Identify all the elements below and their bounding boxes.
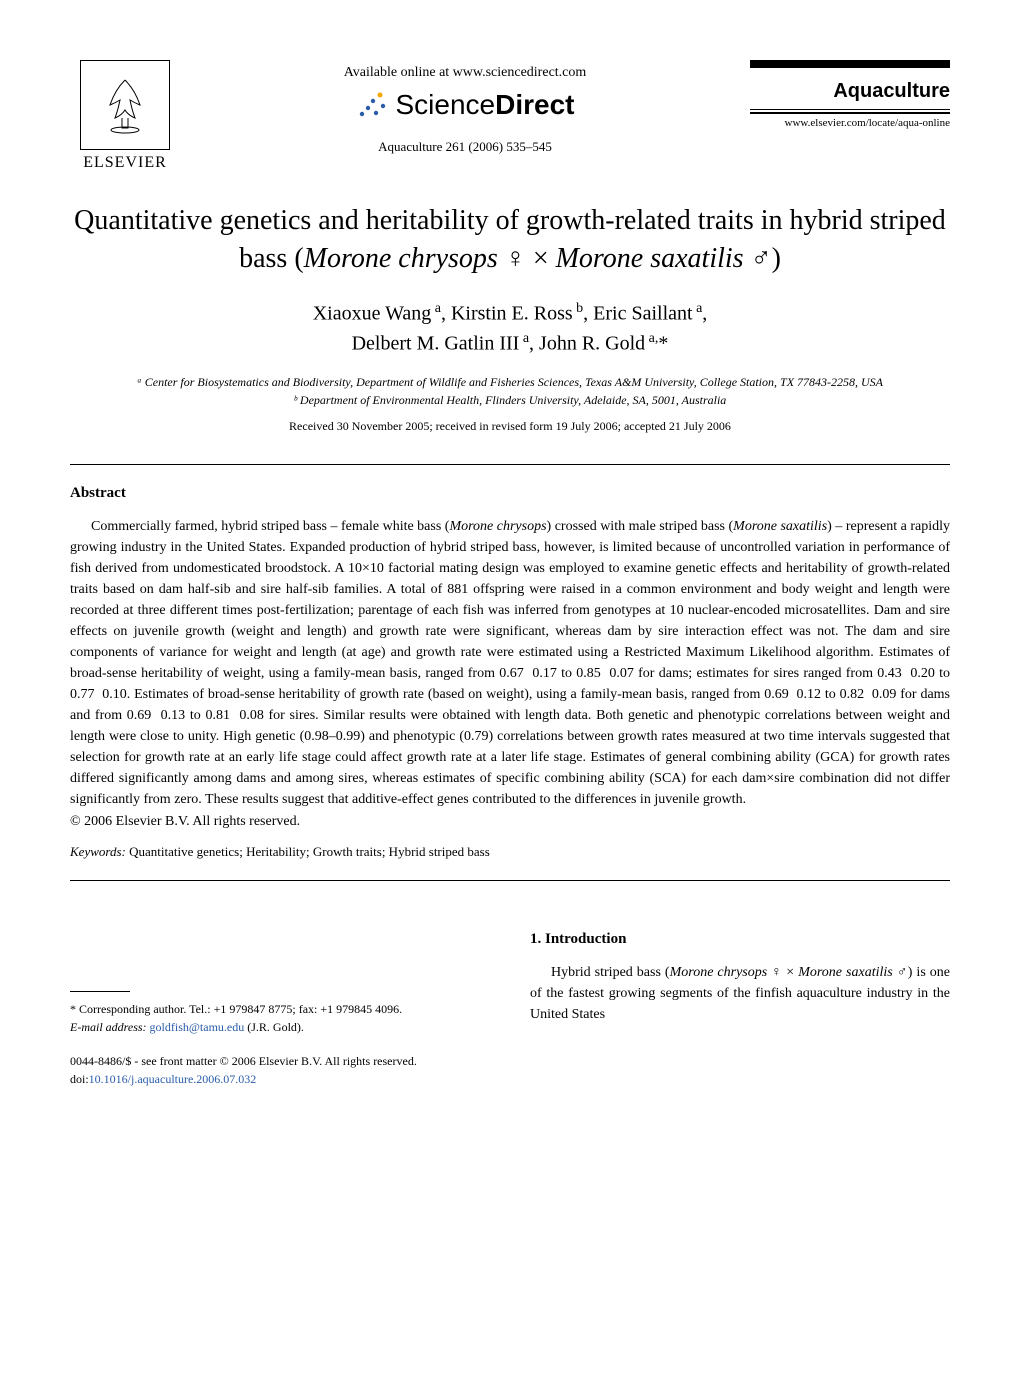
abstract-body: Commercially farmed, hybrid striped bass… bbox=[70, 516, 950, 810]
sd-direct: Direct bbox=[495, 89, 574, 120]
keywords-values: Quantitative genetics; Heritability; Gro… bbox=[126, 844, 490, 859]
article-title: Quantitative genetics and heritability o… bbox=[70, 202, 950, 278]
keywords-label: Keywords: bbox=[70, 844, 126, 859]
introduction-body: Hybrid striped bass (Morone chrysops ♀ ×… bbox=[530, 962, 950, 1025]
left-column: * Corresponding author. Tel.: +1 979847 … bbox=[70, 931, 490, 1088]
publisher-logo: ELSEVIER bbox=[70, 60, 180, 172]
doi-link[interactable]: 10.1016/j.aquaculture.2006.07.032 bbox=[89, 1072, 257, 1086]
citation-text: Aquaculture 261 (2006) 535–545 bbox=[180, 139, 750, 155]
publisher-name: ELSEVIER bbox=[83, 154, 167, 172]
journal-title-box: Aquaculture bbox=[750, 60, 950, 110]
sciencedirect-logo: ScienceDirect bbox=[180, 89, 750, 121]
introduction-heading: 1. Introduction bbox=[530, 931, 950, 948]
email-suffix: (J.R. Gold). bbox=[244, 1020, 304, 1034]
keywords-line: Keywords: Quantitative genetics; Heritab… bbox=[70, 844, 950, 860]
journal-url-bar: www.elsevier.com/locate/aqua-online bbox=[750, 112, 950, 129]
right-column: 1. Introduction Hybrid striped bass (Mor… bbox=[530, 931, 950, 1088]
copyright-text: © 2006 Elsevier B.V. All rights reserved… bbox=[70, 814, 950, 830]
doi-label: doi: bbox=[70, 1072, 89, 1086]
elsevier-tree-icon bbox=[80, 60, 170, 150]
abstract-heading: Abstract bbox=[70, 485, 950, 502]
corresponding-footnote: * Corresponding author. Tel.: +1 979847 … bbox=[70, 1000, 490, 1036]
email-line: E-mail address: goldfish@tamu.edu (J.R. … bbox=[70, 1018, 490, 1036]
journal-url: www.elsevier.com/locate/aqua-online bbox=[750, 117, 950, 129]
sciencedirect-text: ScienceDirect bbox=[396, 89, 575, 121]
affiliations: ᵃ Center for Biosystematics and Biodiver… bbox=[70, 373, 950, 409]
front-matter: 0044-8486/$ - see front matter © 2006 El… bbox=[70, 1052, 490, 1088]
article-dates: Received 30 November 2005; received in r… bbox=[70, 419, 950, 434]
corresponding-author: * Corresponding author. Tel.: +1 979847 … bbox=[70, 1000, 490, 1018]
available-online-text: Available online at www.sciencedirect.co… bbox=[180, 65, 750, 81]
email-link[interactable]: goldfish@tamu.edu bbox=[150, 1020, 245, 1034]
affiliation-a: ᵃ Center for Biosystematics and Biodiver… bbox=[70, 373, 950, 391]
two-column-section: * Corresponding author. Tel.: +1 979847 … bbox=[70, 931, 950, 1088]
front-matter-text: 0044-8486/$ - see front matter © 2006 El… bbox=[70, 1052, 490, 1070]
affiliation-b: ᵇ Department of Environmental Health, Fl… bbox=[70, 391, 950, 409]
divider bbox=[70, 464, 950, 465]
sciencedirect-dots-icon bbox=[356, 90, 388, 120]
journal-name: Aquaculture bbox=[750, 80, 950, 103]
email-label: E-mail address: bbox=[70, 1020, 150, 1034]
authors-list: Xiaoxue Wang a, Kirstin E. Ross b, Eric … bbox=[70, 298, 950, 359]
doi-line: doi:10.1016/j.aquaculture.2006.07.032 bbox=[70, 1070, 490, 1088]
header-row: ELSEVIER Available online at www.science… bbox=[70, 60, 950, 172]
footnote-rule bbox=[70, 991, 130, 992]
sd-science: Science bbox=[396, 89, 496, 120]
divider bbox=[70, 880, 950, 881]
center-header: Available online at www.sciencedirect.co… bbox=[180, 60, 750, 155]
journal-header: Aquaculture www.elsevier.com/locate/aqua… bbox=[750, 60, 950, 129]
